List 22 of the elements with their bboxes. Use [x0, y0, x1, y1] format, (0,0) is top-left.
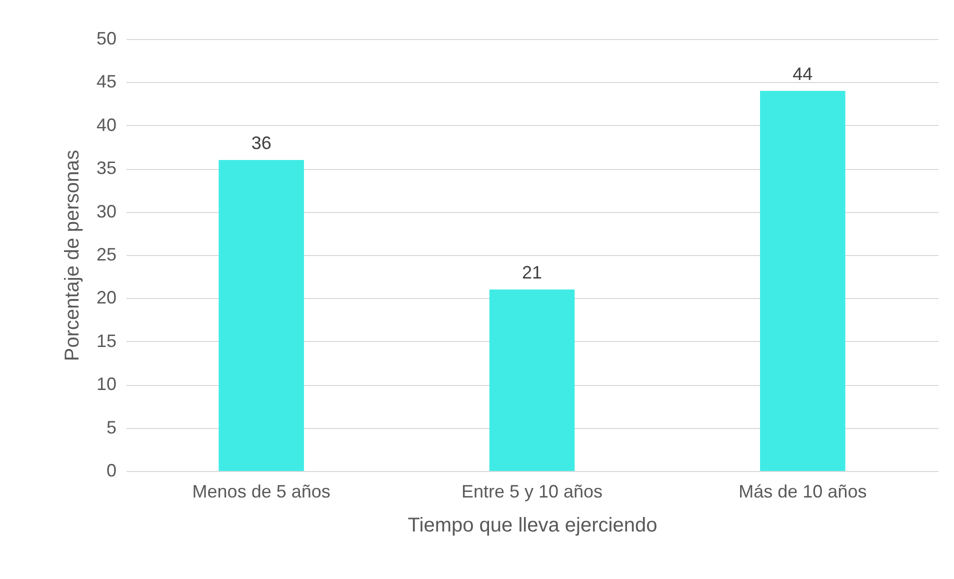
bar — [489, 290, 575, 471]
y-tick-label: 30 — [96, 201, 116, 222]
y-tick-label: 40 — [96, 114, 116, 135]
x-tick-label: Entre 5 y 10 años — [461, 482, 603, 502]
y-tick-label: 45 — [96, 72, 116, 92]
x-tick-label: Menos de 5 años — [192, 482, 330, 502]
data-label: 21 — [522, 262, 542, 283]
y-tick-label: 35 — [96, 158, 116, 178]
y-tick-label: 50 — [96, 28, 116, 48]
y-tick-label: 15 — [96, 330, 116, 351]
data-label: 36 — [251, 132, 272, 153]
y-tick-label: 10 — [96, 374, 116, 394]
y-tick-label: 25 — [96, 244, 116, 264]
y-tick-label: 20 — [96, 288, 116, 308]
y-tick-label: 0 — [106, 460, 116, 480]
bar — [760, 90, 846, 471]
y-axis-title: Porcentaje de personas — [61, 150, 84, 362]
x-tick-label: Más de 10 años — [738, 482, 867, 502]
y-tick-label: 5 — [106, 417, 116, 438]
data-label: 44 — [792, 64, 813, 84]
x-axis-title: Tiempo que lleva ejerciendo — [408, 514, 658, 536]
bar — [218, 160, 304, 471]
